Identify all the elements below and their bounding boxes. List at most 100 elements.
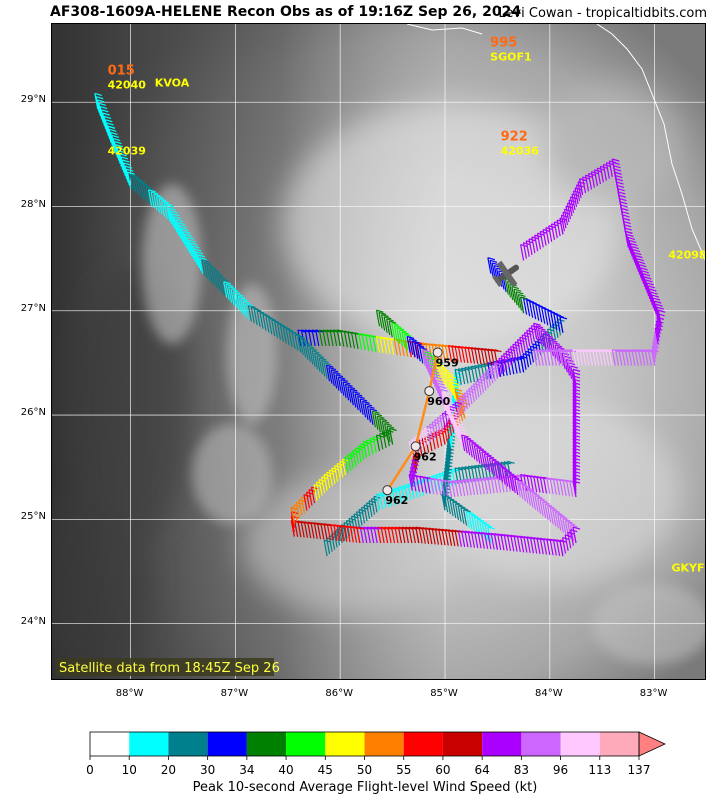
wind-barb <box>94 93 99 110</box>
wind-barb <box>388 321 393 338</box>
wind-barb-flag <box>555 511 563 515</box>
wind-barb-flag <box>565 205 574 209</box>
wind-barb-flag <box>274 321 282 325</box>
lon-label: 86°W <box>325 688 353 699</box>
wind-barb-flag <box>651 294 660 298</box>
wind-barb-flag <box>624 227 632 231</box>
wind-barb <box>313 522 318 539</box>
wind-barb <box>445 454 450 471</box>
wind-barb <box>561 352 566 370</box>
wind-barb <box>300 521 305 538</box>
wind-barb-flag <box>424 427 432 432</box>
wind-barb <box>628 240 633 257</box>
wind-barb <box>549 508 554 525</box>
wind-barb <box>441 529 446 546</box>
wind-barb-flag <box>256 310 265 314</box>
wind-barb <box>363 505 368 522</box>
wind-barb <box>483 532 489 549</box>
wind-barb-flag <box>367 526 375 530</box>
colorbar-tick-label: 113 <box>588 763 612 777</box>
wind-barb <box>532 303 537 320</box>
wind-barb <box>435 474 440 491</box>
wind-barb <box>549 478 554 495</box>
wind-barb <box>533 476 538 493</box>
wind-barb <box>529 475 535 492</box>
colorbar-segment <box>364 732 404 756</box>
wind-barb-flag <box>451 413 459 417</box>
wind-barb <box>375 434 381 452</box>
colorbar-tick-label: 96 <box>552 763 569 777</box>
wind-barb-flag <box>538 305 546 309</box>
wind-barb <box>542 538 548 555</box>
wind-barb <box>197 254 202 271</box>
wind-barb <box>572 480 577 498</box>
wind-barb <box>401 332 406 349</box>
wind-barb-flag <box>626 233 634 237</box>
wind-barb-flag <box>491 364 500 368</box>
wind-barb <box>462 509 468 526</box>
wind-barb <box>611 349 616 366</box>
wind-barb <box>360 507 366 524</box>
wind-barb <box>529 491 534 508</box>
wind-barb-flag <box>197 254 205 258</box>
wind-barb-flag <box>338 376 346 380</box>
wind-barb <box>460 507 465 524</box>
lon-label: 83°W <box>639 688 668 699</box>
wind-barb <box>404 526 409 544</box>
wind-barb-flag <box>464 392 472 396</box>
wind-barb <box>474 531 479 549</box>
wind-barb <box>653 301 658 318</box>
wind-barb-flag <box>218 276 227 280</box>
wind-barb-flag <box>419 346 427 351</box>
wind-barb <box>106 122 111 140</box>
wind-barb <box>416 345 421 362</box>
wind-barb <box>539 499 544 516</box>
wind-barb <box>524 487 529 504</box>
wind-barb-flag <box>654 300 662 304</box>
colorbar-segment <box>442 732 483 756</box>
wind-barb-flag <box>529 301 537 305</box>
wind-barb-flag <box>646 282 654 286</box>
wind-barb <box>445 451 451 468</box>
wind-barb <box>306 345 312 363</box>
wind-barb <box>308 329 313 347</box>
wind-barb <box>647 349 652 366</box>
wind-barb <box>549 339 554 357</box>
wind-barb <box>397 486 403 503</box>
wind-barb-flag <box>453 416 461 420</box>
wind-barb-flag <box>554 221 562 225</box>
wind-barb-flag <box>383 316 392 320</box>
wind-barb <box>366 526 371 544</box>
wind-barb <box>520 296 525 314</box>
wind-barb-flag <box>481 531 489 536</box>
colorbar-tick-label: 83 <box>513 763 529 777</box>
wind-barb <box>515 291 520 308</box>
wind-barb <box>549 326 554 343</box>
wind-barb <box>628 349 633 366</box>
colorbar-segment <box>207 732 247 756</box>
wind-barb <box>408 441 413 458</box>
wind-barb <box>464 531 469 548</box>
wind-barb <box>364 403 369 420</box>
wind-barb <box>435 380 440 397</box>
wind-barb <box>533 537 538 554</box>
wind-barb-flag <box>615 174 623 179</box>
wind-barb-flag <box>414 342 422 346</box>
wind-barb <box>362 441 367 458</box>
wind-barb <box>340 330 345 347</box>
wind-barb <box>556 349 561 366</box>
wind-barb-flag <box>378 311 387 315</box>
wind-barb <box>614 349 620 366</box>
wind-barb-flag <box>309 347 317 352</box>
wind-barb-flag <box>458 428 467 432</box>
wind-barb-flag <box>161 200 169 204</box>
wind-barb <box>572 372 577 389</box>
wind-barb-flag <box>103 115 112 119</box>
wind-barb <box>119 153 124 170</box>
wind-barb-flag <box>410 466 418 470</box>
wind-barb <box>161 200 166 217</box>
wind-barb-flag <box>106 122 114 126</box>
wind-barb-flag <box>340 378 348 383</box>
wind-barb <box>514 478 519 496</box>
